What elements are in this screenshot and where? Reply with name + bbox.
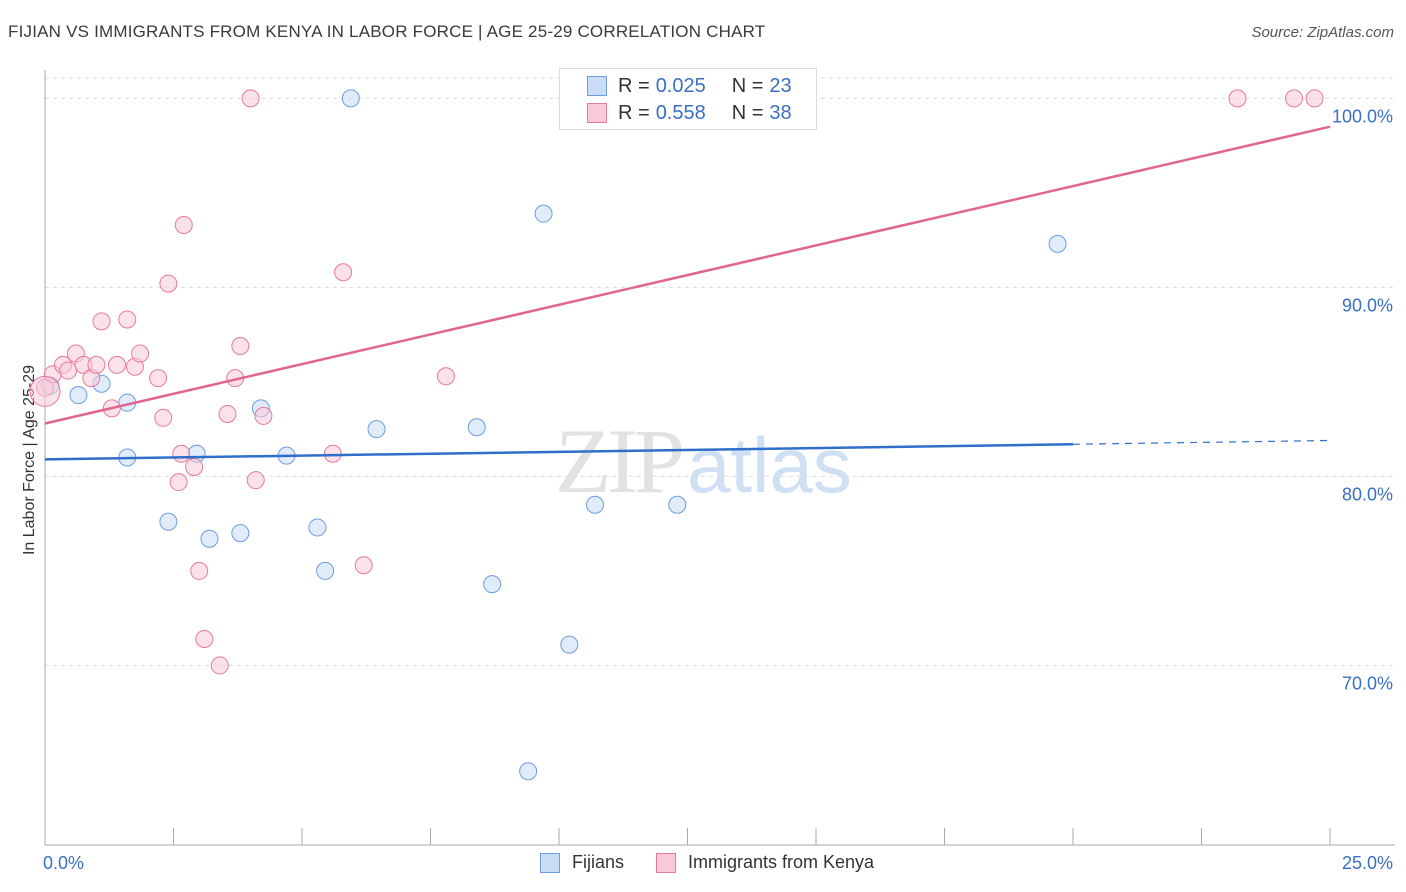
point-fijians (308, 518, 327, 537)
point-kenya (159, 274, 178, 293)
point-kenya (92, 312, 111, 331)
point-fijians (200, 529, 219, 548)
point-kenya (174, 216, 193, 234)
legend-item-fijians[interactable]: Fijians (540, 852, 624, 873)
point-fijians (534, 204, 553, 223)
legend-swatch-fijians (587, 76, 607, 96)
point-kenya (354, 556, 373, 575)
legend-stats-row-fijians: R = 0.025 N = 23 (587, 73, 792, 99)
y-tick-label: 70.0% (1342, 673, 1393, 693)
point-fijians (519, 762, 538, 781)
point-kenya (1285, 89, 1304, 108)
legend-item-kenya[interactable]: Immigrants from Kenya (656, 852, 874, 873)
point-fijians (668, 495, 687, 514)
watermark: ZIPatlas (555, 408, 852, 514)
point-fijians (483, 575, 502, 594)
point-fijians (467, 418, 486, 437)
point-fijians (159, 512, 178, 531)
legend-label-kenya: Immigrants from Kenya (688, 852, 875, 872)
point-kenya (195, 629, 214, 648)
point-kenya (1228, 89, 1247, 108)
point-kenya (218, 405, 237, 424)
point-kenya (1305, 89, 1324, 108)
point-kenya (210, 656, 229, 675)
legend-r-value: 0.025 (655, 74, 706, 97)
point-fijians (69, 386, 88, 405)
legend-label-fijians: Fijians (572, 852, 625, 872)
point-kenya (169, 473, 188, 492)
legend-n-value: 38 (769, 101, 792, 124)
point-fijians (367, 420, 386, 439)
y-tick-label: 100.0% (1332, 106, 1393, 126)
point-kenya (436, 367, 455, 386)
y-tick-label: 80.0% (1342, 484, 1393, 504)
point-kenya (154, 408, 173, 427)
y-tick-label: 90.0% (1342, 295, 1393, 315)
point-fijians (316, 561, 335, 580)
point-fijians (341, 89, 360, 108)
point-kenya (59, 361, 78, 380)
point-kenya (254, 406, 273, 425)
point-kenya (323, 444, 342, 463)
trend-line-kenya (44, 125, 1331, 425)
legend-r-value: 0.558 (655, 101, 706, 124)
legend-stats: R = 0.025 N = 23 R = 0.558 N = 38 (559, 68, 817, 130)
legend-stats-row-kenya: R = 0.558 N = 38 (587, 100, 792, 126)
point-kenya (131, 344, 150, 363)
point-kenya (185, 457, 204, 476)
legend-n-label: N = (731, 101, 764, 124)
x-tick-label: 25.0% (1342, 853, 1393, 873)
trend-line-fijians (44, 443, 1074, 461)
point-kenya (29, 375, 61, 407)
legend-n-label: N = (731, 74, 764, 97)
point-kenya (107, 355, 126, 374)
trend-line-fijians-extension (1072, 439, 1331, 445)
legend-swatch-fijians (540, 852, 560, 873)
legend-series: Fijians Immigrants from Kenya (540, 852, 906, 873)
point-kenya (118, 310, 137, 329)
point-kenya (246, 471, 265, 490)
point-fijians (560, 635, 579, 654)
legend-swatch-kenya (656, 852, 677, 873)
source-label: Source: ZipAtlas.com (1251, 24, 1394, 41)
point-fijians (585, 495, 604, 514)
point-kenya (87, 355, 106, 374)
legend-swatch-kenya (587, 103, 607, 123)
legend-r-label: R = (618, 101, 650, 124)
point-kenya (334, 263, 353, 282)
point-fijians (1048, 234, 1067, 253)
watermark-zip: ZIP (555, 410, 685, 512)
point-kenya (190, 561, 209, 580)
chart-title: FIJIAN VS IMMIGRANTS FROM KENYA IN LABOR… (8, 22, 766, 41)
legend-r-label: R = (618, 74, 650, 97)
x-tick-label: 0.0% (43, 853, 84, 873)
legend-n-value: 23 (769, 74, 792, 97)
point-kenya (172, 444, 191, 463)
point-kenya (241, 89, 260, 108)
point-kenya (231, 336, 250, 355)
point-kenya (149, 369, 168, 388)
point-fijians (231, 524, 250, 543)
watermark-atlas: atlas (687, 421, 852, 509)
